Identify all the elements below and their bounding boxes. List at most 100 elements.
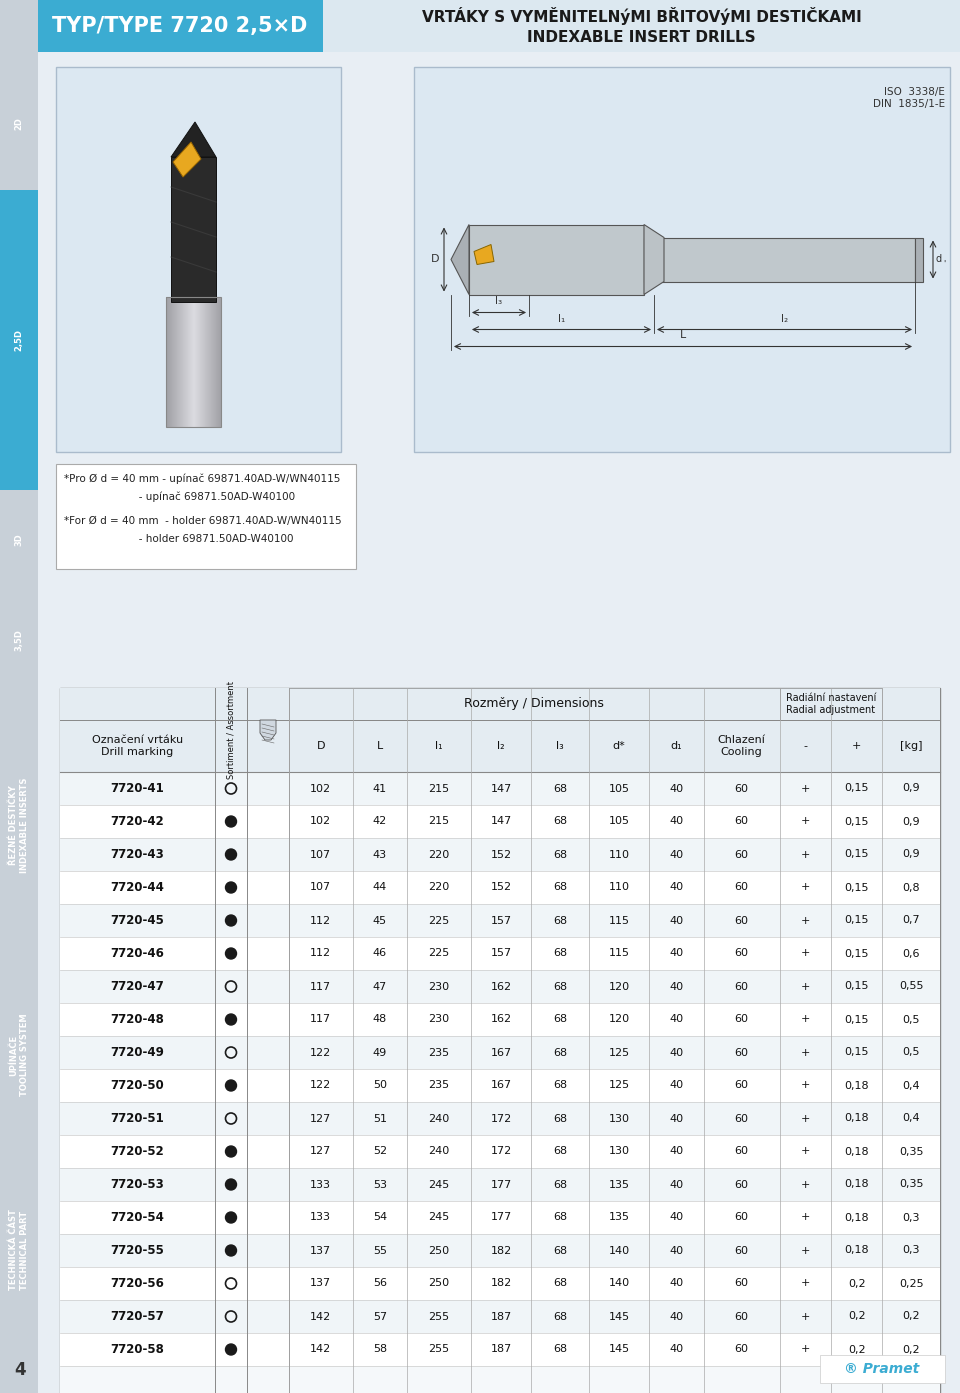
Bar bbox=[414, 67, 950, 451]
Text: l₂: l₂ bbox=[780, 313, 788, 323]
Circle shape bbox=[226, 1014, 236, 1025]
Text: 4: 4 bbox=[14, 1361, 26, 1379]
Bar bbox=[178, 297, 179, 428]
Bar bbox=[38, 0, 323, 52]
Circle shape bbox=[226, 915, 236, 926]
Text: +: + bbox=[801, 1081, 810, 1091]
Text: 127: 127 bbox=[310, 1146, 331, 1156]
Text: 57: 57 bbox=[372, 1311, 387, 1322]
Text: 105: 105 bbox=[609, 783, 630, 794]
Text: 187: 187 bbox=[491, 1344, 512, 1354]
Text: +: + bbox=[801, 1180, 810, 1190]
Text: 68: 68 bbox=[553, 1344, 567, 1354]
Circle shape bbox=[226, 1212, 236, 1223]
Text: +: + bbox=[801, 783, 810, 794]
Text: 60: 60 bbox=[734, 1081, 749, 1091]
Polygon shape bbox=[644, 224, 664, 294]
Text: 102: 102 bbox=[310, 783, 331, 794]
Text: 68: 68 bbox=[553, 982, 567, 992]
Text: 40: 40 bbox=[669, 1212, 684, 1223]
Text: 0,18: 0,18 bbox=[845, 1212, 869, 1223]
Bar bbox=[469, 224, 644, 294]
Text: l₃: l₃ bbox=[495, 297, 503, 306]
Bar bbox=[213, 297, 214, 428]
Text: Radiální nastavení
Radial adjustment: Radiální nastavení Radial adjustment bbox=[786, 694, 876, 715]
Bar bbox=[60, 839, 940, 871]
Text: 41: 41 bbox=[372, 783, 387, 794]
Text: 112: 112 bbox=[310, 949, 331, 958]
Text: 7720-48: 7720-48 bbox=[110, 1013, 164, 1027]
Bar bbox=[60, 871, 940, 904]
Text: 7720-49: 7720-49 bbox=[110, 1046, 164, 1059]
Text: 137: 137 bbox=[310, 1279, 331, 1289]
Text: 60: 60 bbox=[734, 1279, 749, 1289]
Text: 68: 68 bbox=[553, 1180, 567, 1190]
Bar bbox=[166, 297, 167, 428]
Text: 162: 162 bbox=[491, 982, 512, 992]
Bar bbox=[60, 1036, 940, 1068]
Text: 122: 122 bbox=[310, 1048, 331, 1057]
Text: ': ' bbox=[943, 260, 946, 269]
Text: 0,15: 0,15 bbox=[845, 982, 869, 992]
Text: 60: 60 bbox=[734, 1311, 749, 1322]
Text: 0,2: 0,2 bbox=[848, 1311, 866, 1322]
Bar bbox=[172, 297, 173, 428]
Bar bbox=[174, 297, 175, 428]
Text: 48: 48 bbox=[372, 1014, 387, 1024]
Text: 60: 60 bbox=[734, 1180, 749, 1190]
Text: 0,3: 0,3 bbox=[902, 1212, 920, 1223]
Text: 117: 117 bbox=[310, 982, 331, 992]
Bar bbox=[60, 1135, 940, 1167]
Bar bbox=[180, 297, 181, 428]
Text: Rozměry / Dimensions: Rozměry / Dimensions bbox=[465, 698, 604, 710]
Text: 54: 54 bbox=[372, 1212, 387, 1223]
Bar bbox=[189, 297, 190, 428]
Text: 7720-50: 7720-50 bbox=[110, 1080, 164, 1092]
Text: 60: 60 bbox=[734, 1245, 749, 1255]
Circle shape bbox=[226, 1146, 236, 1158]
Text: 162: 162 bbox=[491, 1014, 512, 1024]
Bar bbox=[60, 688, 940, 772]
Text: 40: 40 bbox=[669, 1048, 684, 1057]
Text: 142: 142 bbox=[310, 1311, 331, 1322]
Text: +: + bbox=[801, 816, 810, 826]
Text: 7720-57: 7720-57 bbox=[110, 1309, 164, 1323]
Text: *For Ø d = 40 mm  - holder 69871.40AD-W/WN40115: *For Ø d = 40 mm - holder 69871.40AD-W/W… bbox=[64, 515, 342, 527]
Text: 60: 60 bbox=[734, 915, 749, 925]
Text: 130: 130 bbox=[609, 1146, 630, 1156]
Text: +: + bbox=[801, 1212, 810, 1223]
Bar bbox=[183, 297, 184, 428]
Bar bbox=[220, 297, 221, 428]
Text: 40: 40 bbox=[669, 816, 684, 826]
Text: 0,15: 0,15 bbox=[845, 850, 869, 859]
Text: 68: 68 bbox=[553, 1113, 567, 1124]
Bar bbox=[190, 297, 191, 428]
Text: 0,18: 0,18 bbox=[845, 1180, 869, 1190]
Text: 40: 40 bbox=[669, 1081, 684, 1091]
Bar bbox=[60, 1201, 940, 1234]
Bar bbox=[204, 297, 205, 428]
Bar bbox=[214, 297, 215, 428]
Bar bbox=[780, 688, 882, 720]
Text: 0,4: 0,4 bbox=[902, 1113, 920, 1124]
Text: 3,5D: 3,5D bbox=[14, 630, 23, 651]
Text: 0,6: 0,6 bbox=[902, 949, 920, 958]
Text: 0,35: 0,35 bbox=[899, 1146, 924, 1156]
Text: UPÍNAČE
TOOLING SYSTEM: UPÍNAČE TOOLING SYSTEM bbox=[9, 1014, 29, 1096]
Text: 68: 68 bbox=[553, 915, 567, 925]
Text: 245: 245 bbox=[428, 1180, 449, 1190]
Text: 147: 147 bbox=[491, 783, 512, 794]
Text: 145: 145 bbox=[609, 1311, 630, 1322]
Text: 60: 60 bbox=[734, 1344, 749, 1354]
Text: 177: 177 bbox=[491, 1180, 512, 1190]
Bar bbox=[179, 297, 180, 428]
Text: 68: 68 bbox=[553, 1212, 567, 1223]
Text: 177: 177 bbox=[491, 1212, 512, 1223]
Bar bbox=[193, 297, 194, 428]
Text: +: + bbox=[801, 883, 810, 893]
Text: 0,2: 0,2 bbox=[848, 1279, 866, 1289]
Text: 7720-58: 7720-58 bbox=[110, 1343, 164, 1355]
Text: 125: 125 bbox=[609, 1048, 630, 1057]
Bar bbox=[197, 297, 198, 428]
Text: 142: 142 bbox=[310, 1344, 331, 1354]
